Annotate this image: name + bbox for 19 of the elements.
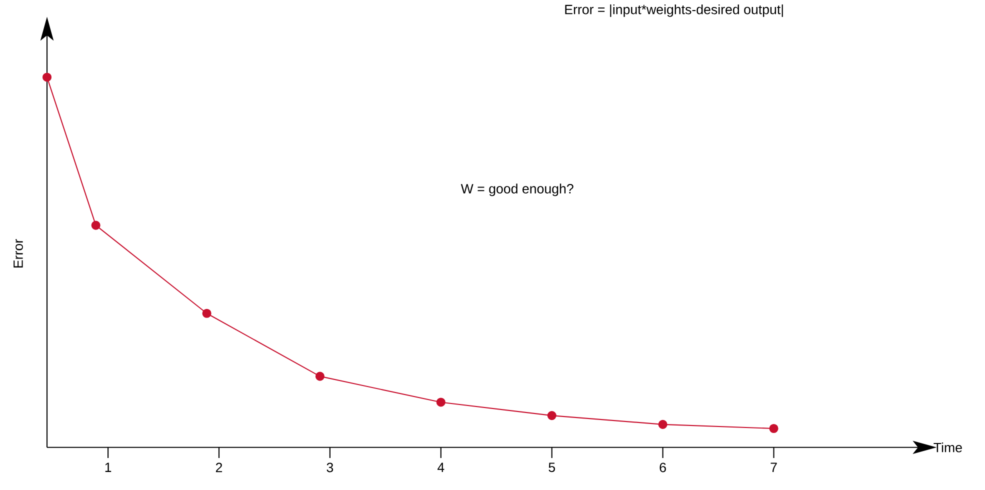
annotation: W = good enough? [460,183,574,196]
x-tick-label: 2 [216,462,222,472]
x-tick-label: 6 [660,462,666,472]
x-tick-label: 3 [326,462,334,472]
x-tick-label: 5 [548,462,556,472]
point [315,372,324,381]
point [42,72,52,82]
y-axis-title: Error [14,238,23,268]
x-tick-label: 4 [438,462,444,472]
text: Error = |input*weights-desired output| [565,4,783,17]
point [202,308,212,318]
point [91,220,100,230]
x-tick-label: 1 [105,462,112,472]
point [547,410,556,420]
point [436,398,446,407]
point [658,420,668,429]
point [769,424,778,433]
x-tick-label: 7 [770,462,777,472]
x-axis-title: Time [934,442,962,452]
